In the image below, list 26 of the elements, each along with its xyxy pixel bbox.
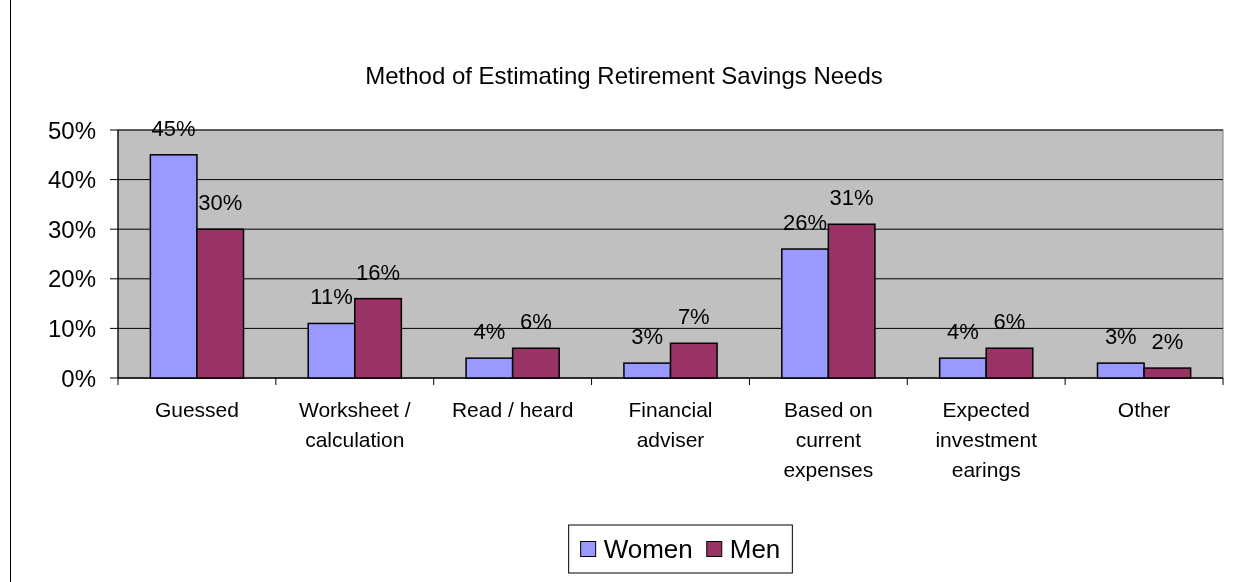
x-tick-label: Financial adviser: [628, 398, 713, 451]
y-tick-label: 40%: [47, 166, 96, 194]
legend-label: Women: [603, 534, 693, 564]
x-tick-label: Other: [1117, 398, 1171, 421]
data-label: 3%: [631, 324, 664, 350]
y-tick-label: 10%: [47, 314, 96, 342]
chart-title: Method of Estimating Retirement Savings Needs: [365, 62, 883, 89]
x-tick-label: Expected investment earings: [935, 398, 1038, 481]
legend-label: Men: [729, 534, 781, 564]
y-tick-label: 0%: [61, 364, 96, 392]
data-label: 26%: [783, 210, 828, 236]
y-tick-label: 20%: [47, 265, 96, 293]
x-tick-label: Read / heard: [451, 398, 574, 421]
data-label: 6%: [520, 309, 552, 335]
data-label: 30%: [198, 190, 243, 216]
y-tick-label: 50%: [47, 116, 96, 144]
x-tick-label: Worksheet / calculation: [298, 398, 411, 451]
x-tick-label: Guessed: [154, 398, 239, 421]
data-label: 11%: [310, 284, 353, 310]
data-label: 7%: [677, 304, 710, 330]
data-label: 2%: [1151, 329, 1184, 355]
y-tick-label: 30%: [47, 215, 96, 243]
data-label: 6%: [993, 309, 1026, 335]
data-label: 31%: [829, 185, 874, 211]
x-tick-label: Based on current expenses: [783, 398, 874, 481]
data-label: 3%: [1104, 324, 1137, 350]
